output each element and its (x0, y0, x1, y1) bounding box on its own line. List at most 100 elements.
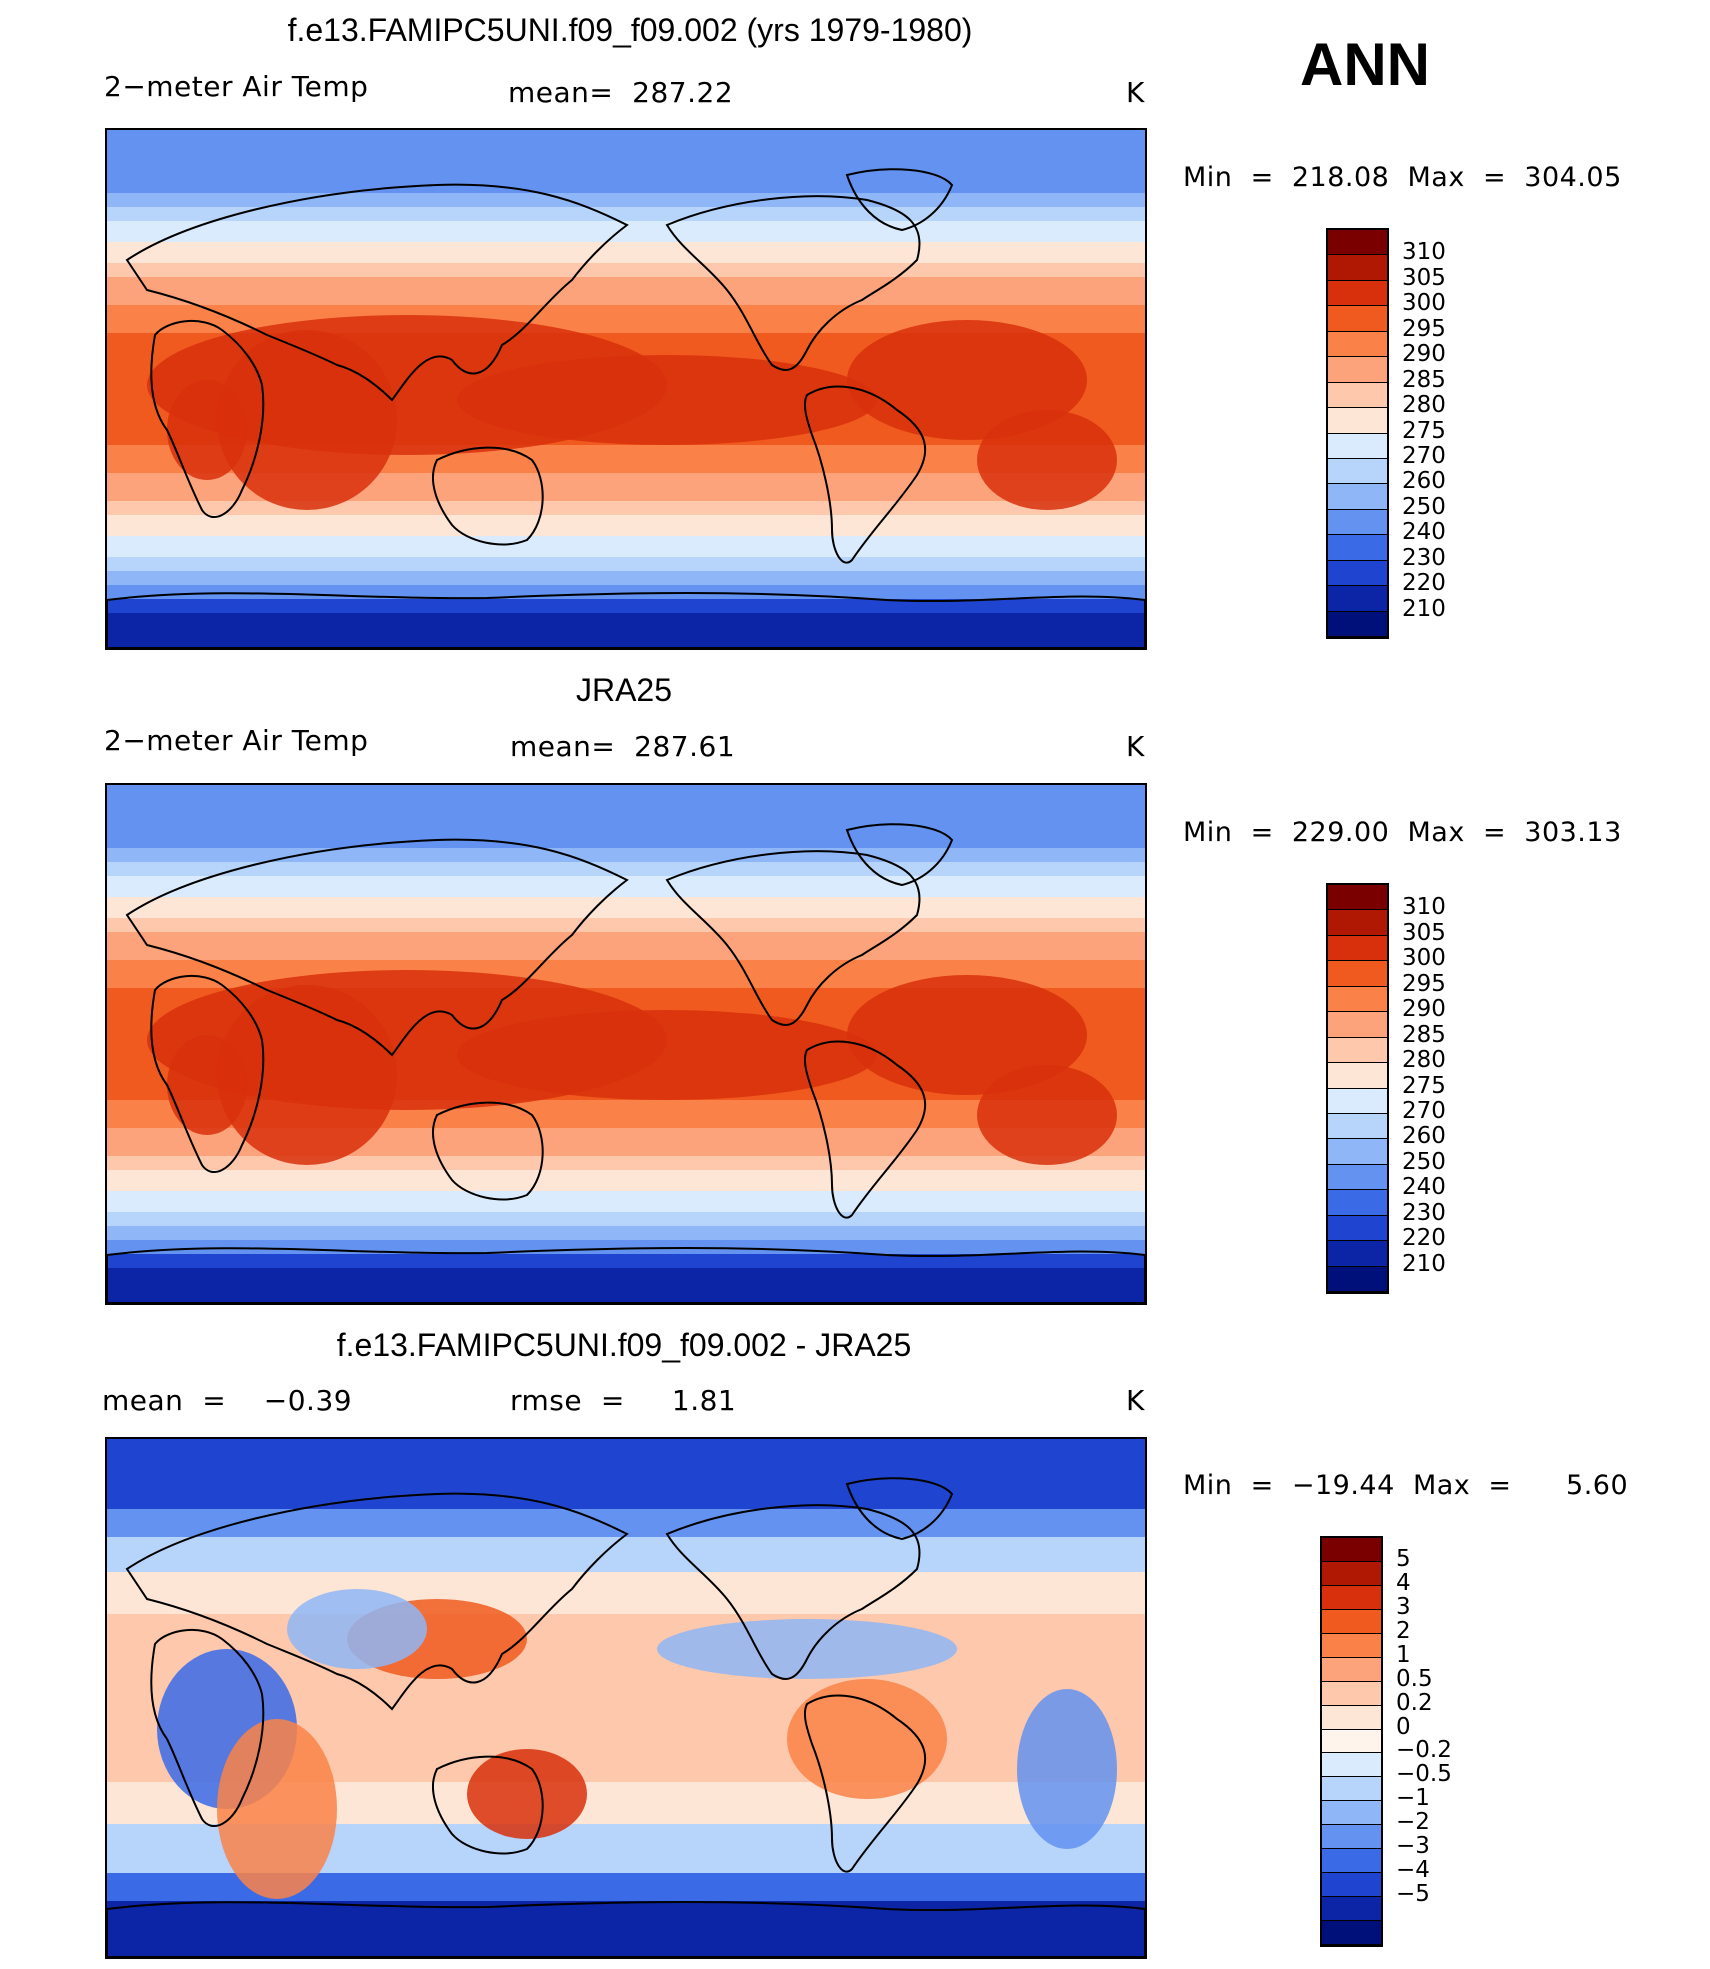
field-band (107, 1649, 1145, 1657)
colorbar-label: 295 (1402, 315, 1446, 342)
field-band (107, 165, 1145, 173)
field-band (107, 1628, 1145, 1636)
field-band (107, 1831, 1145, 1839)
colorbar-box (1328, 560, 1387, 587)
colorbar-label: 240 (1402, 1174, 1446, 1201)
colorbar-label: 300 (1402, 945, 1446, 972)
colorbar-box (1328, 910, 1387, 936)
colorbar-box (1328, 280, 1387, 307)
field-feature (657, 1619, 957, 1679)
coastline (803, 1040, 927, 1219)
field-band (107, 925, 1145, 933)
coastline (125, 183, 629, 402)
field-band (107, 1887, 1145, 1895)
field-band (107, 634, 1145, 642)
coastline (107, 592, 1145, 648)
panel-3-title: f.e13.FAMIPC5UNI.f09_f09.002 - JRA25 (336, 1327, 912, 1363)
colorbar-label: 270 (1402, 1097, 1446, 1124)
panel-1-colorbar-labels: 310 305 300 295 290 285 280 275 270 260 250 240 230 2… (1402, 228, 1502, 639)
field-feature (457, 1010, 877, 1100)
coastline (845, 1477, 954, 1541)
colorbar-label: −2 (1396, 1809, 1430, 1836)
field-feature (1017, 1689, 1117, 1849)
field-band (107, 536, 1145, 544)
field-feature (217, 330, 397, 510)
field-band (107, 1170, 1145, 1178)
field-band (107, 256, 1145, 264)
field-band (107, 1474, 1145, 1482)
field-band (107, 918, 1145, 926)
colorbar-label: 285 (1402, 1021, 1446, 1048)
field-band (107, 571, 1145, 579)
field-band (107, 967, 1145, 975)
field-band (107, 193, 1145, 201)
field-band (107, 522, 1145, 530)
panel-3-map (105, 1437, 1147, 1959)
field-band (107, 960, 1145, 968)
field-band (107, 263, 1145, 271)
field-band (107, 599, 1145, 607)
field-band (107, 585, 1145, 593)
field-band (107, 1558, 1145, 1566)
field-band (107, 277, 1145, 285)
field-band (107, 459, 1145, 467)
field-band (107, 473, 1145, 481)
panel-2-map (105, 783, 1147, 1305)
panel-1-mean-label: mean= 287.22 (508, 76, 734, 109)
field-band (107, 1607, 1145, 1615)
colorbar-box (1328, 433, 1387, 459)
colorbar-box (1322, 1897, 1381, 1922)
field-band (107, 207, 1145, 215)
colorbar-label: 305 (1402, 264, 1446, 291)
colorbar-box (1328, 1215, 1387, 1242)
field-band (107, 487, 1145, 495)
panel-3-mean-label: mean = −0.39 (102, 1384, 353, 1417)
panel-3-colorbar (1320, 1536, 1383, 1947)
field-band (107, 890, 1145, 898)
field-band (107, 144, 1145, 152)
field-feature (977, 410, 1117, 510)
field-band (107, 326, 1145, 334)
field-band (107, 1663, 1145, 1671)
field-band (107, 592, 1145, 600)
field-band (107, 1100, 1145, 1108)
field-band (107, 813, 1145, 821)
field-band (107, 1191, 1145, 1199)
field-band (107, 1156, 1145, 1164)
colorbar-box (1322, 1561, 1381, 1586)
field-band (107, 1114, 1145, 1122)
colorbar-box (1328, 484, 1387, 510)
field-feature (167, 380, 247, 480)
field-band (107, 820, 1145, 828)
field-band (107, 939, 1145, 947)
field-band (107, 137, 1145, 145)
field-band (107, 445, 1145, 453)
field-band (107, 1740, 1145, 1748)
field-band (107, 158, 1145, 166)
field-band (107, 1198, 1145, 1206)
field-band (107, 1579, 1145, 1587)
field-band (107, 799, 1145, 807)
colorbar-box (1328, 586, 1387, 612)
field-band (107, 1268, 1145, 1276)
colorbar-label: 250 (1402, 493, 1446, 520)
field-band (107, 1446, 1145, 1454)
panel-1-colorbar (1326, 228, 1389, 639)
field-band (107, 508, 1145, 516)
coastline (845, 168, 954, 232)
field-band (107, 333, 1145, 341)
field-feature (217, 985, 397, 1165)
field-band (107, 1523, 1145, 1531)
colorbar-box (1328, 1139, 1387, 1165)
colorbar-box (1328, 357, 1387, 383)
field-band (107, 1247, 1145, 1255)
colorbar-box (1328, 1190, 1387, 1216)
field-band (107, 1705, 1145, 1713)
field-band (107, 179, 1145, 187)
season-label: ANN (1300, 31, 1430, 98)
field-feature (977, 1065, 1117, 1165)
field-band (107, 1733, 1145, 1741)
field-band (107, 501, 1145, 509)
field-band (107, 1460, 1145, 1468)
field-band (107, 151, 1145, 159)
